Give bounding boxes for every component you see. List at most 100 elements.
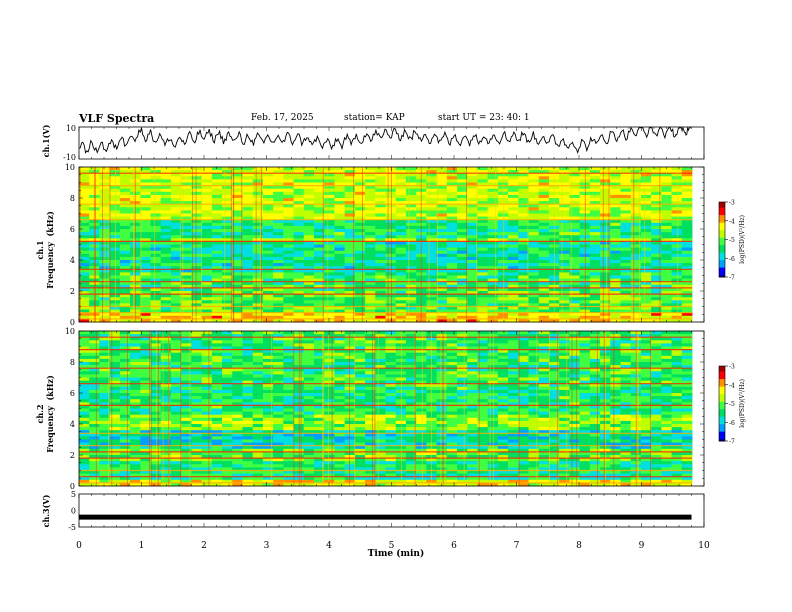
- heatmap-cell: [109, 352, 121, 357]
- heatmap-cell: [497, 368, 509, 372]
- heatmap-cell: [385, 185, 397, 190]
- heatmap-cell: [395, 365, 407, 369]
- heatmap-cell: [262, 291, 274, 295]
- heatmap-cell: [150, 198, 162, 202]
- heatmap-cell: [150, 377, 162, 381]
- heatmap-cell: [334, 256, 346, 261]
- heatmap-cell: [130, 352, 141, 357]
- heatmap-cell: [324, 362, 335, 366]
- heatmap-cell: [150, 229, 162, 233]
- heatmap-cell: [385, 312, 397, 317]
- heatmap-cell: [559, 253, 570, 258]
- heatmap-cell: [528, 266, 540, 270]
- heatmap-cell: [283, 185, 294, 190]
- heatmap-cell: [610, 167, 621, 171]
- heatmap-cell: [436, 173, 448, 177]
- heatmap-cell: [283, 331, 294, 335]
- heatmap-cell: [375, 222, 386, 227]
- heatmap-cell: [610, 318, 621, 323]
- heatmap-cell: [518, 204, 529, 208]
- heatmap-cell: [497, 225, 509, 230]
- heatmap-cell: [140, 420, 151, 425]
- heatmap-cell: [651, 216, 662, 221]
- heatmap-cell: [181, 365, 192, 369]
- heatmap-cell: [457, 411, 468, 416]
- heatmap-cell: [191, 294, 202, 298]
- heatmap-cell: [273, 417, 284, 422]
- heatmap-cell: [630, 297, 642, 301]
- heatmap-cell: [671, 396, 683, 400]
- heatmap-cell: [191, 182, 202, 186]
- heatmap-cell: [119, 260, 131, 264]
- heatmap-cell: [303, 176, 315, 180]
- heatmap-cell: [99, 346, 111, 350]
- heatmap-cell: [181, 216, 192, 221]
- heatmap-cell: [293, 222, 305, 227]
- start-time-label: start UT = 23: 40: 1: [438, 113, 530, 123]
- heatmap-cell: [467, 247, 478, 252]
- heatmap-cell: [273, 219, 284, 224]
- heatmap-cell: [508, 349, 519, 354]
- heatmap-cell: [436, 340, 448, 344]
- heatmap-cell: [222, 213, 233, 217]
- heatmap-cell: [211, 269, 223, 273]
- heatmap-cell: [303, 405, 315, 409]
- heatmap-cell: [640, 266, 652, 270]
- heatmap-cell: [89, 365, 100, 369]
- heatmap-cell: [436, 424, 448, 428]
- heatmap-cell: [548, 340, 560, 344]
- heatmap-cell: [405, 386, 417, 391]
- heatmap-cell: [426, 266, 437, 270]
- heatmap-cell: [589, 269, 601, 273]
- heatmap-cell: [405, 176, 417, 180]
- heatmap-cell: [375, 334, 386, 338]
- heatmap-cell: [467, 207, 478, 211]
- heatmap-cell: [262, 315, 274, 320]
- heatmap-cell: [170, 368, 182, 372]
- heatmap-cell: [313, 260, 325, 264]
- heatmap-cell: [293, 281, 305, 286]
- heatmap-cell: [119, 198, 131, 202]
- heatmap-cell: [324, 167, 335, 171]
- heatmap-cell: [99, 355, 111, 360]
- heatmap-cell: [385, 204, 397, 208]
- heatmap-cell: [334, 383, 346, 388]
- heatmap-cell: [457, 198, 468, 202]
- heatmap-cell: [99, 374, 111, 378]
- heatmap-cell: [191, 198, 202, 202]
- heatmap-cell: [242, 194, 254, 199]
- heatmap-cell: [620, 179, 632, 183]
- heatmap-cell: [181, 399, 192, 403]
- heatmap-cell: [354, 362, 366, 366]
- heatmap-cell: [640, 198, 652, 202]
- heatmap-cell: [579, 380, 591, 385]
- heatmap-cell: [671, 424, 683, 428]
- heatmap-cell: [528, 396, 540, 400]
- heatmap-cell: [181, 343, 192, 347]
- heatmap-cell: [640, 331, 652, 335]
- heatmap-cell: [528, 232, 540, 236]
- heatmap-cell: [446, 269, 458, 273]
- heatmap-cell: [548, 352, 560, 357]
- heatmap-cell: [630, 315, 642, 320]
- heatmap-cell: [651, 414, 662, 419]
- heatmap-cell: [671, 371, 683, 375]
- heatmap-cell: [365, 167, 376, 171]
- heatmap-cell: [232, 402, 243, 406]
- heatmap-cell: [344, 303, 356, 307]
- heatmap-cell: [262, 241, 274, 245]
- heatmap-cell: [446, 241, 458, 245]
- heatmap-cell: [457, 377, 468, 381]
- heatmap-cell: [242, 232, 254, 236]
- heatmap-cell: [457, 371, 468, 375]
- heatmap-cell: [365, 393, 376, 397]
- heatmap-cell: [528, 365, 540, 369]
- heatmap-cell: [661, 188, 672, 193]
- heatmap-cell: [395, 219, 407, 224]
- heatmap-cell: [119, 405, 131, 409]
- heatmap-cell: [405, 402, 417, 406]
- heatmap-cell: [559, 297, 570, 301]
- heatmap-cell: [640, 420, 652, 425]
- heatmap-cell: [365, 216, 376, 221]
- heatmap-cell: [375, 358, 386, 363]
